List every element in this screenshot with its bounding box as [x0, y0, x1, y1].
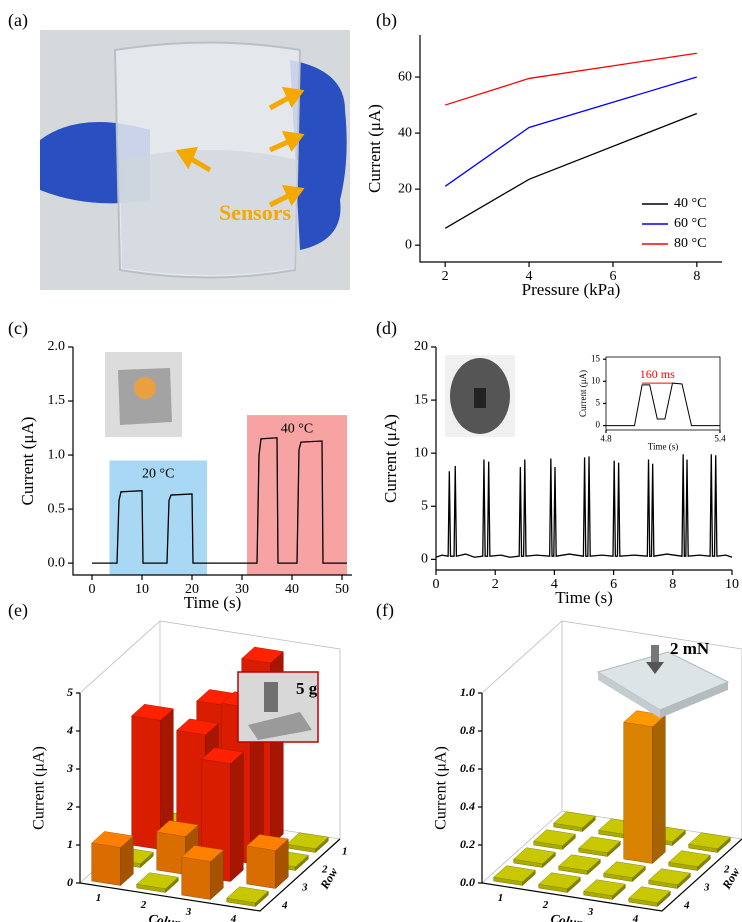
page: {"chart_data": [ {"type": "image", "labe… [0, 0, 742, 922]
x-tick-label: 2 [492, 577, 499, 592]
x-tick-label: 0 [433, 577, 440, 592]
y-tick-label: 1.0 [48, 447, 66, 462]
z-tick-label: 1 [67, 837, 73, 851]
inset-photo [445, 355, 515, 437]
z-axis-label: Current (μA) [433, 746, 450, 830]
y-tick-label: 0.0 [48, 555, 66, 570]
bar-side [653, 715, 666, 863]
x-tick-label: 5.4 [714, 433, 726, 443]
z-tick-label: 0.4 [460, 799, 475, 813]
y-tick-label: 15 [591, 353, 601, 363]
inset-photo [105, 352, 182, 437]
z-tick-label: 5 [67, 685, 73, 699]
y-axis-label: Current (μA) [365, 104, 384, 193]
y-tick-label: 20 [414, 339, 428, 354]
inset-photo: 5 g [238, 672, 318, 742]
x-tick-label: 8 [669, 577, 676, 592]
y-tick-label: 1.5 [48, 393, 66, 408]
y-tick-label: 60 [398, 69, 412, 84]
figure: Sensors (a)(b)(c)(d)(e)(f)24680204060Pre… [0, 0, 742, 922]
z-tick-label: 3 [66, 761, 73, 775]
inset-label: 2 mN [670, 639, 710, 658]
y-axis-label: Current (μA) [381, 414, 400, 503]
x-axis-label: Pressure (kPa) [522, 280, 621, 299]
y-tick-label: 0.5 [48, 501, 66, 516]
photo: Sensors [40, 30, 350, 290]
bar-side [231, 752, 244, 881]
x-axis-label: Time (s) [648, 441, 678, 451]
line-series [436, 454, 732, 557]
y-tick-label: 0 [421, 552, 428, 567]
region-label: 40 °C [281, 421, 313, 436]
legend-label: 80 °C [674, 236, 706, 251]
z-tick-label: 4 [66, 723, 73, 737]
legend-label: 40 °C [674, 196, 706, 211]
panel-label: (b) [376, 10, 397, 31]
y-tick-label: 5 [421, 499, 428, 514]
z-axis-label: Current (μA) [31, 746, 48, 830]
x-tick-label: 0 [89, 582, 96, 597]
z-tick-label: 1.0 [460, 685, 475, 699]
z-tick-label: 0.8 [460, 723, 475, 737]
y-tick-label: 15 [414, 392, 428, 407]
z-tick-label: 0.0 [460, 875, 475, 889]
panel-label: (a) [8, 10, 28, 31]
bar-front [157, 832, 186, 875]
y-tick-label: 10 [414, 445, 428, 460]
x-tick-label: 10 [725, 577, 739, 592]
x-tick-label: 1 [498, 892, 504, 904]
y-tick-label: 4 [683, 900, 690, 912]
x-tick-label: 8 [693, 269, 700, 284]
region-label: 20 °C [142, 467, 174, 482]
y-tick-label: 0 [405, 237, 412, 252]
y-tick-label: 3 [301, 882, 308, 894]
x-tick-label: 50 [335, 582, 349, 597]
y-tick-label: 4 [281, 900, 288, 912]
x-tick-label: 2 [140, 899, 147, 911]
y-axis-label: Current (μA) [578, 370, 588, 417]
x-axis-label: Time (s) [555, 588, 612, 607]
y-tick-label: 2.0 [48, 339, 66, 354]
y-tick-label: 1 [342, 846, 348, 858]
y-axis-label: Row [719, 864, 742, 892]
z-tick-label: 2 [66, 799, 73, 813]
x-tick-label: 10 [135, 582, 149, 597]
y-axis-label: Current (μA) [18, 417, 37, 506]
z-tick-label: 0 [67, 875, 73, 889]
bar-front [182, 857, 211, 900]
line-series [445, 113, 697, 228]
y-tick-label: 40 [398, 125, 412, 140]
y-tick-label: 0 [596, 420, 601, 430]
y-tick-label: 5 [596, 398, 601, 408]
panel-label: (e) [8, 600, 28, 621]
y-tick-label: 20 [398, 181, 412, 196]
y-tick-label: 10 [591, 375, 601, 385]
bar-front [132, 716, 161, 850]
annotation: Sensors [219, 200, 292, 225]
x-tick-label: 4 [632, 913, 639, 922]
legend-label: 60 °C [674, 216, 706, 231]
z-tick-label: 0.6 [460, 761, 475, 775]
x-tick-label: 40 [285, 582, 299, 597]
x-axis-label: Time (s) [184, 593, 241, 612]
bar-front [92, 843, 121, 886]
bar-front [247, 846, 276, 889]
annotation: 160 ms [640, 367, 675, 381]
bar-front [624, 722, 653, 863]
line-series [606, 383, 720, 425]
x-tick-label: 1 [96, 892, 102, 904]
inset-photo: 2 mN [598, 639, 728, 718]
x-tick-label: 2 [442, 269, 449, 284]
line-series [445, 53, 697, 105]
x-tick-label: 4 [230, 913, 237, 922]
panel-label: (d) [376, 318, 397, 339]
y-tick-label: 3 [703, 882, 710, 894]
panel-label: (c) [8, 318, 28, 339]
y-axis-label: Row [317, 864, 341, 892]
inset-label: 5 g [296, 679, 318, 698]
panel-label: (f) [376, 600, 394, 621]
x-tick-label: 4.8 [600, 433, 612, 443]
z-tick-label: 0.2 [460, 837, 475, 851]
x-tick-label: 2 [542, 899, 549, 911]
